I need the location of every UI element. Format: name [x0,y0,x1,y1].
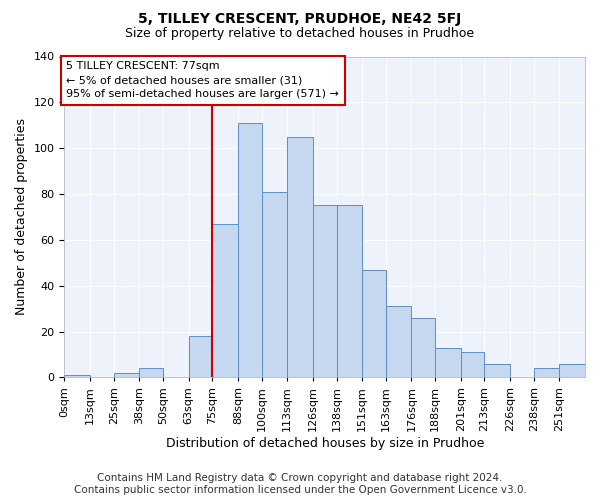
Bar [461,352,484,378]
X-axis label: Distribution of detached houses by size in Prudhoe: Distribution of detached houses by size … [166,437,484,450]
Bar [64,375,90,378]
Bar [484,364,510,378]
Bar [114,373,139,378]
Y-axis label: Number of detached properties: Number of detached properties [15,118,28,316]
Bar [534,368,559,378]
Bar [412,318,435,378]
Bar [559,364,585,378]
Bar [313,206,337,378]
Bar [139,368,163,378]
Bar [362,270,386,378]
Bar [262,192,287,378]
Bar [435,348,461,378]
Text: Contains HM Land Registry data © Crown copyright and database right 2024.
Contai: Contains HM Land Registry data © Crown c… [74,474,526,495]
Text: 5, TILLEY CRESCENT, PRUDHOE, NE42 5FJ: 5, TILLEY CRESCENT, PRUDHOE, NE42 5FJ [139,12,461,26]
Bar [188,336,212,378]
Text: Size of property relative to detached houses in Prudhoe: Size of property relative to detached ho… [125,28,475,40]
Bar [386,306,412,378]
Bar [238,123,262,378]
Text: 5 TILLEY CRESCENT: 77sqm
← 5% of detached houses are smaller (31)
95% of semi-de: 5 TILLEY CRESCENT: 77sqm ← 5% of detache… [67,61,339,99]
Bar [337,206,362,378]
Bar [287,136,313,378]
Bar [212,224,238,378]
